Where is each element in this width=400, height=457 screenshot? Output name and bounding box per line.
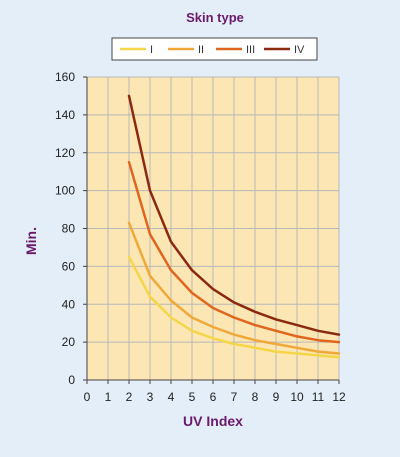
y-tick-label-6: 120: [55, 146, 75, 160]
y-tick-label-3: 60: [62, 259, 76, 273]
x-tick-label-0: 0: [84, 390, 91, 404]
x-tick-label-5: 5: [189, 390, 196, 404]
x-tick-label-2: 2: [126, 390, 133, 404]
x-tick-label-12: 12: [332, 390, 346, 404]
series-line-II: [127, 221, 341, 355]
legend-label-II: II: [198, 44, 204, 56]
x-tick-label-3: 3: [147, 390, 154, 404]
y-tick-label-2: 40: [62, 297, 76, 311]
y-axis-title: Min.: [23, 227, 39, 255]
y-tick-label-1: 20: [62, 335, 76, 349]
x-tick-label-7: 7: [231, 390, 238, 404]
y-tick-label-0: 0: [68, 373, 75, 387]
x-tick-label-11: 11: [312, 390, 325, 404]
series-line-IV: [127, 94, 341, 336]
x-tick-label-9: 9: [273, 390, 280, 404]
axes: [83, 76, 340, 384]
y-tick-label-8: 160: [55, 70, 75, 84]
series-line-III: [127, 160, 341, 344]
x-tick-label-6: 6: [210, 390, 217, 404]
x-tick-label-10: 10: [290, 390, 304, 404]
legend-box: [111, 37, 318, 61]
series-line-I: [127, 255, 341, 359]
legend-items: I II III IV: [120, 44, 305, 56]
legend-label-III: III: [246, 44, 255, 56]
legend: I II III IV: [111, 37, 318, 61]
y-tick-label-4: 80: [62, 222, 76, 236]
x-tick-label-8: 8: [252, 390, 259, 404]
y-tick-label-5: 100: [55, 184, 75, 198]
y-tick-labels: 0 20 40 60 80 100 120 140 160: [55, 70, 75, 387]
x-tick-label-1: 1: [105, 390, 112, 404]
legend-label-I: I: [150, 44, 153, 56]
y-tick-label-7: 140: [55, 108, 75, 122]
series-group: [127, 94, 341, 359]
legend-label-IV: IV: [294, 44, 305, 56]
x-tick-labels: 0 1 2 3 4 5 6 7 8 9 10 11 12: [84, 390, 346, 404]
chart-title: Skin type: [186, 10, 244, 25]
x-axis-title: UV Index: [183, 413, 243, 429]
x-tick-label-4: 4: [168, 390, 175, 404]
